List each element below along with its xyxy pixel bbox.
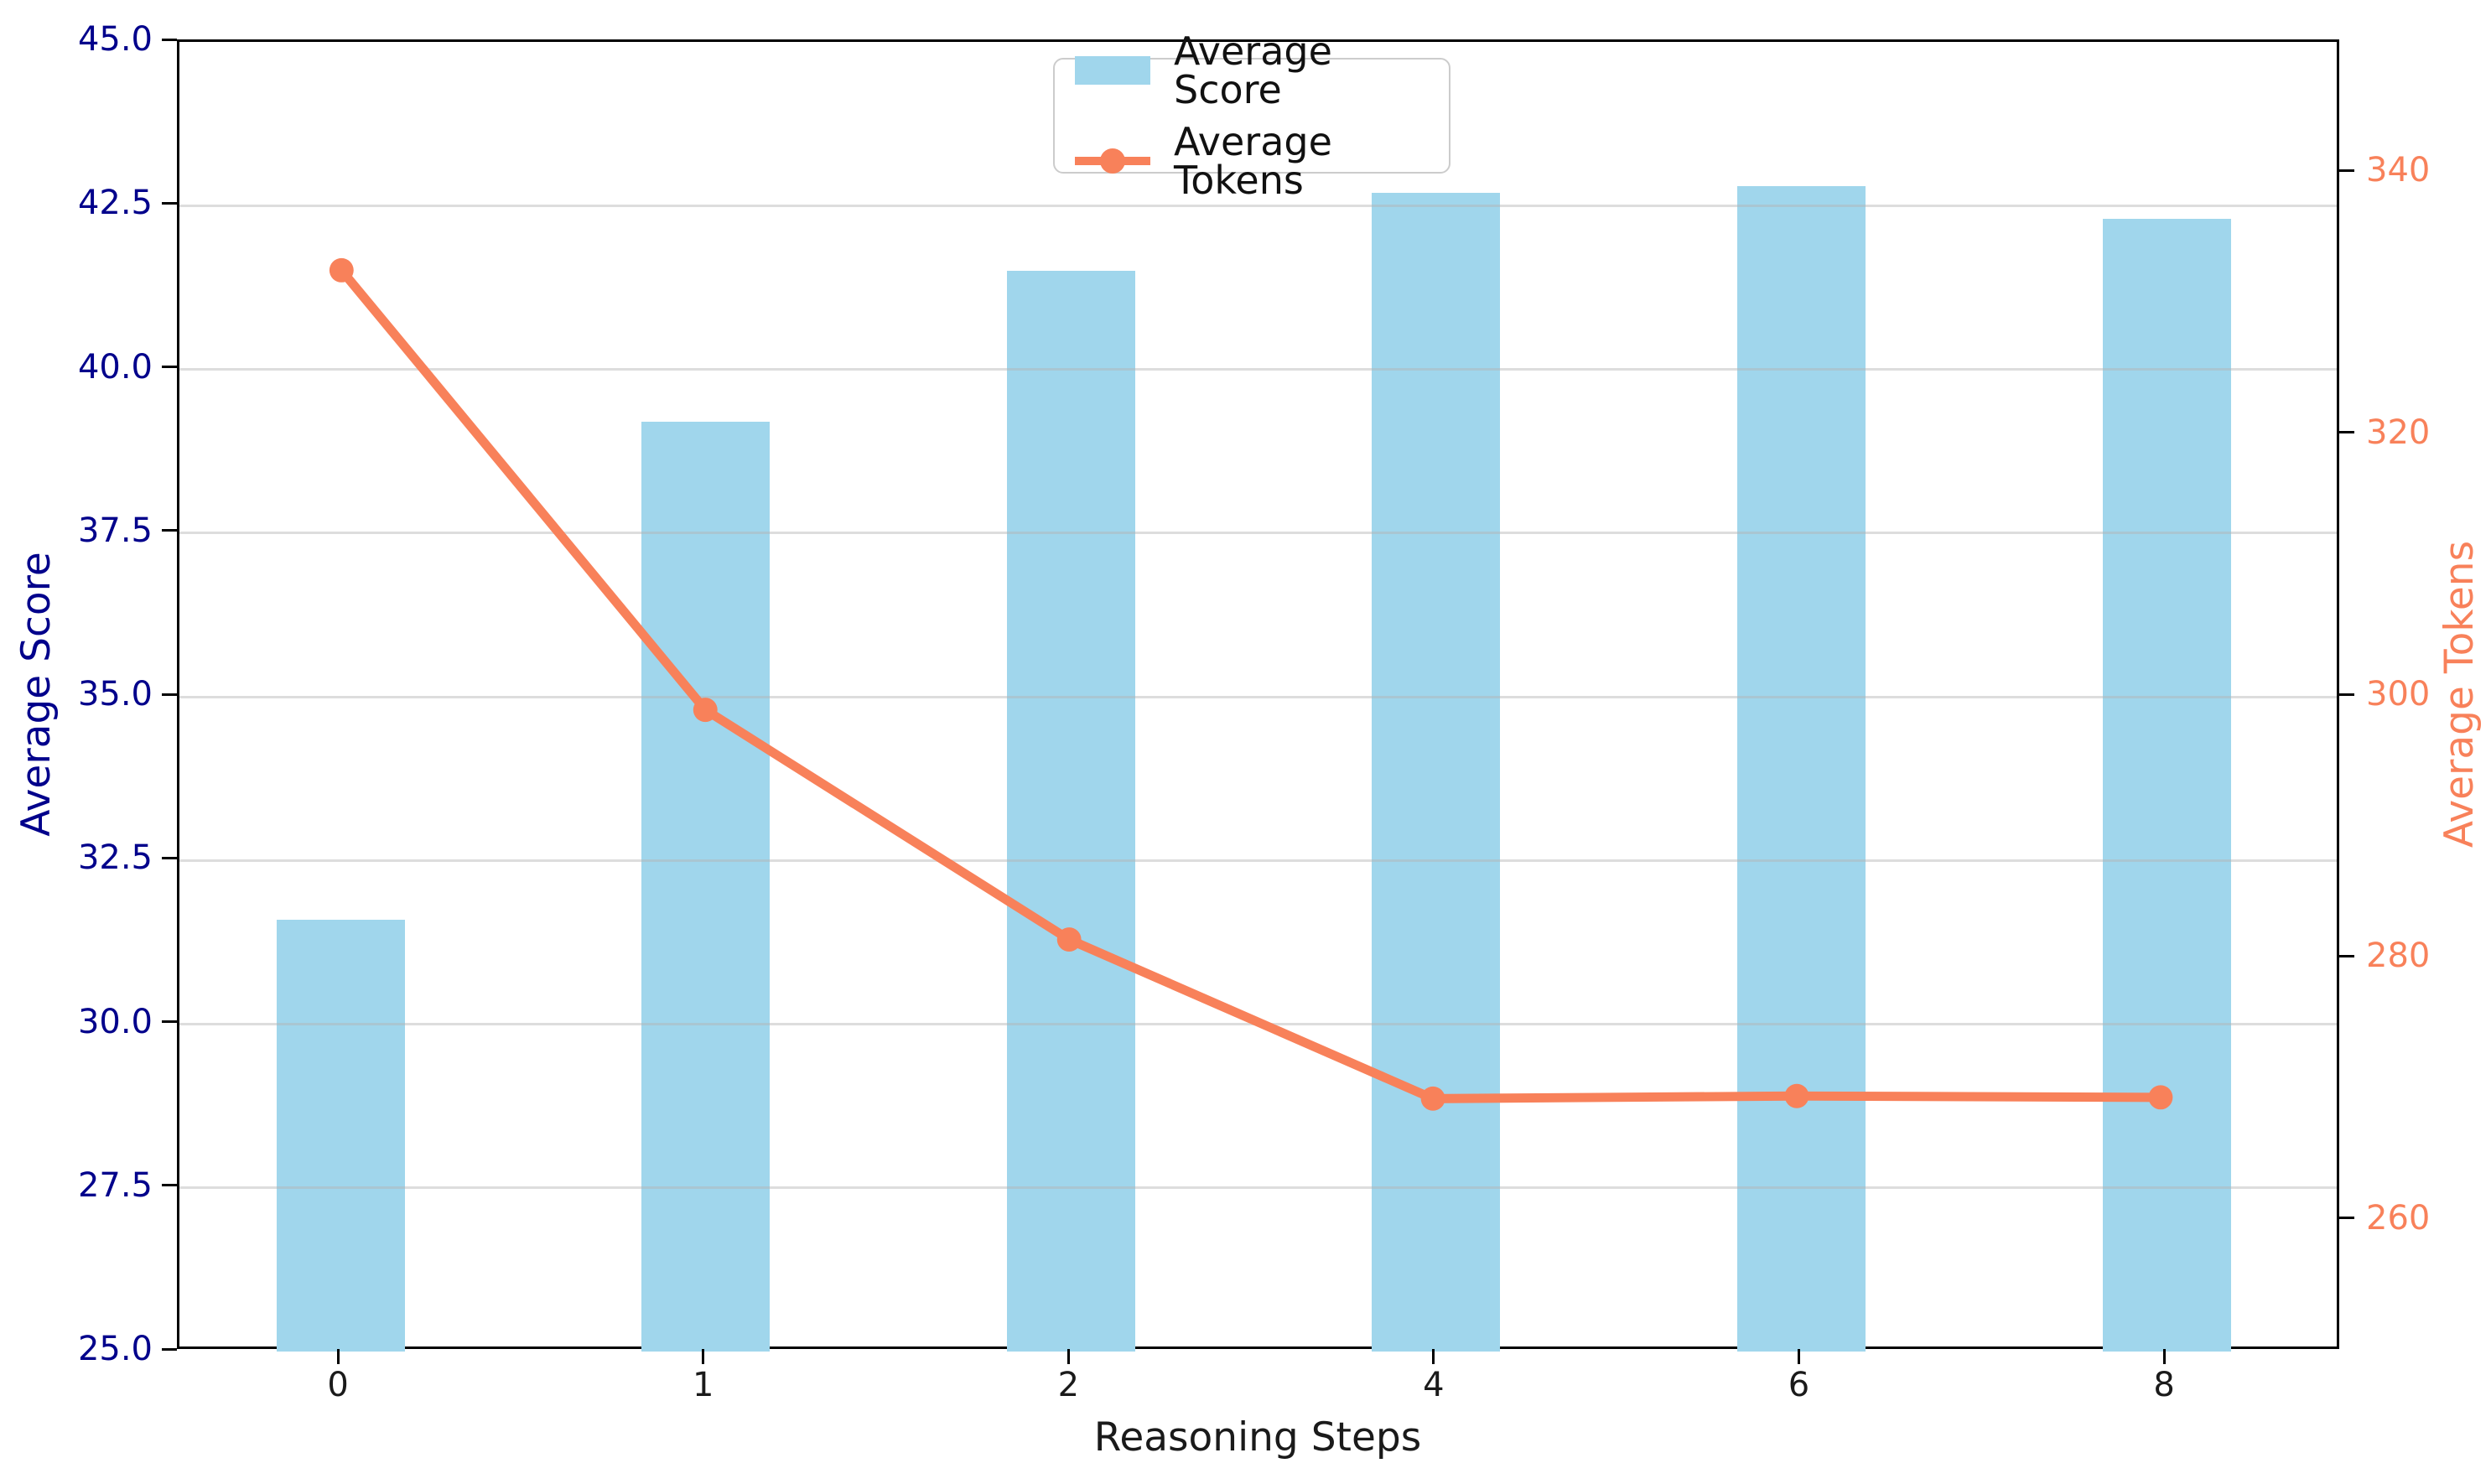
y-tick-left-32.5: 32.5 [77, 838, 153, 878]
y-tick-right-300: 300 [2366, 675, 2431, 713]
y-tick-right-340: 340 [2366, 151, 2431, 190]
bar-0 [276, 919, 405, 1352]
bars-layer [179, 42, 2337, 1352]
x-tick-4: 4 [1423, 1366, 1445, 1404]
y-tick-right-280: 280 [2366, 937, 2431, 976]
legend-item-average-tokens: Average Tokens [1075, 122, 1429, 200]
y-tick-right-260: 260 [2366, 1198, 2431, 1238]
tick-mark [162, 1347, 177, 1351]
grid-line [179, 695, 2337, 698]
tick-mark [162, 856, 177, 859]
tick-mark [162, 201, 177, 205]
grid-line [179, 532, 2337, 535]
legend-item-average-score: Average Score [1075, 32, 1429, 109]
y-tick-left-27.5: 27.5 [77, 1165, 153, 1205]
bar-2 [1006, 271, 1135, 1352]
grid-line [179, 859, 2337, 862]
tokens-line [336, 265, 2166, 1103]
line-point-1 [693, 698, 718, 723]
tick-mark [2339, 693, 2354, 696]
bar-6 [1737, 185, 1866, 1352]
tick-mark [162, 1020, 177, 1023]
tick-mark [162, 366, 177, 368]
y-tick-left-37.5: 37.5 [77, 511, 153, 550]
y-tick-left-42.5: 42.5 [77, 184, 153, 223]
y-tick-left-35.0: 35.0 [77, 675, 153, 713]
tick-mark [2339, 169, 2354, 172]
bar-8 [2102, 218, 2231, 1352]
line-point-4 [1420, 1086, 1445, 1111]
tick-mark [162, 529, 177, 532]
x-axis-label: Reasoning Steps [1093, 1414, 1422, 1461]
tick-mark [1066, 1349, 1070, 1364]
legend-label-average-tokens: Average Tokens [1174, 119, 1332, 203]
plot-area [177, 39, 2339, 1352]
tick-mark [2339, 431, 2354, 434]
x-tick-1: 1 [692, 1366, 714, 1404]
tick-mark [1432, 1349, 1435, 1364]
y-tick-left-40.0: 40.0 [77, 347, 153, 387]
legend: Average Score Average Tokens [1053, 32, 1450, 200]
tick-mark [702, 1349, 705, 1364]
legend-bar-swatch [1075, 56, 1150, 85]
line-point-8 [2148, 1085, 2173, 1110]
grid-line [179, 204, 2337, 207]
tick-mark [162, 693, 177, 696]
bar-4 [1372, 192, 1501, 1352]
legend-label-average-score: Average Score [1174, 29, 1332, 112]
y-tick-right-320: 320 [2366, 413, 2431, 452]
legend-marker-dot-icon [1100, 148, 1125, 174]
tick-mark [162, 38, 177, 41]
tick-mark [162, 1184, 177, 1187]
line-point-6 [1784, 1083, 1809, 1108]
tick-mark [336, 1349, 340, 1364]
line-point-2 [1056, 927, 1082, 952]
x-tick-0: 0 [327, 1366, 349, 1404]
grid-line [179, 1186, 2337, 1190]
line-point-0 [329, 257, 354, 283]
y-axis-label-left: Average Score [13, 552, 60, 837]
bar-1 [641, 421, 771, 1352]
x-tick-2: 2 [1057, 1366, 1080, 1404]
x-tick-6: 6 [1788, 1366, 1810, 1404]
y-tick-left-25.0: 25.0 [77, 1330, 153, 1368]
y-axis-label-right: Average Tokens [2437, 540, 2483, 848]
line-layer [329, 257, 2173, 1111]
tick-mark [2339, 954, 2354, 957]
grid-line [179, 368, 2337, 371]
legend-line-swatch [1075, 147, 1150, 175]
tick-mark [2339, 1217, 2354, 1220]
tick-mark [1798, 1349, 1800, 1364]
y-tick-left-45.0: 45.0 [77, 20, 153, 59]
tick-mark [2162, 1349, 2166, 1364]
x-tick-8: 8 [2153, 1366, 2175, 1404]
y-tick-left-30.0: 30.0 [77, 1002, 153, 1041]
